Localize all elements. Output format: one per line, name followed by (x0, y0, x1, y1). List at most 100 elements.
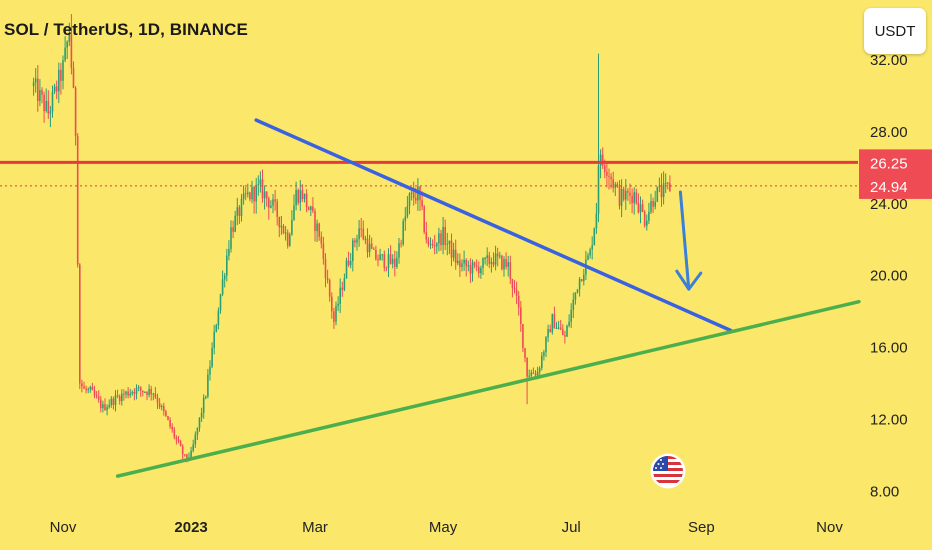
candle-body (473, 262, 476, 266)
candle-body (408, 193, 411, 207)
candle-body (335, 305, 337, 322)
candle-body (467, 265, 470, 267)
y-tick-label: 12.00 (870, 412, 908, 429)
candle-body (364, 238, 367, 240)
candle-body (49, 111, 52, 114)
candle-body (274, 199, 276, 202)
candle-body (511, 279, 514, 288)
candle-body (95, 395, 98, 397)
candle-body (297, 190, 299, 203)
candle-body (352, 240, 354, 262)
candle-body (85, 388, 87, 390)
candle-body (412, 192, 415, 199)
candle-body (654, 201, 656, 207)
candle-body (179, 441, 182, 447)
candle-body (167, 416, 169, 420)
candle-body (259, 179, 262, 185)
candle-body (501, 255, 503, 270)
candle-body (633, 192, 635, 204)
candle-body (373, 248, 375, 250)
candle-body (205, 396, 207, 398)
candle-body (597, 165, 600, 214)
candle-body (549, 329, 551, 333)
candle-body (47, 100, 50, 114)
candle-body (112, 398, 115, 405)
candle-body (629, 192, 631, 196)
candle-body (545, 337, 547, 353)
candle-body (305, 193, 308, 208)
candle-body (604, 165, 606, 173)
candle-body (587, 255, 589, 260)
candle-body (293, 205, 295, 221)
candle-body (568, 321, 570, 326)
candle-body (643, 211, 646, 226)
currency-button[interactable]: USDT (864, 8, 926, 54)
candle-body (236, 207, 239, 216)
candle-body (488, 255, 491, 264)
candle-body (43, 94, 45, 112)
candle-body (265, 191, 268, 199)
candle-body (415, 198, 417, 201)
candle-body (343, 278, 346, 290)
candle-body (448, 240, 451, 244)
candle-body (125, 391, 127, 395)
candle-body (494, 253, 497, 265)
candle-body (562, 329, 564, 336)
candle-body (160, 406, 163, 408)
down-arrow-icon[interactable] (678, 190, 691, 291)
candle-body (118, 396, 121, 402)
candle-body (263, 191, 266, 199)
candle-body (268, 198, 270, 208)
candle-body (547, 329, 549, 338)
candle-body (45, 100, 47, 112)
x-tick-label: Nov (816, 519, 843, 536)
candle-body (116, 395, 119, 397)
candle-body (200, 412, 203, 418)
candle-body (377, 259, 379, 261)
price-axis[interactable] (858, 0, 932, 550)
candle-body (217, 310, 220, 326)
candle-body (509, 262, 512, 280)
candle-body (169, 419, 171, 427)
candle-body (400, 243, 402, 245)
candle-body (110, 398, 113, 406)
candle-body (383, 254, 386, 268)
candle-body (41, 90, 43, 95)
candle-body (272, 199, 274, 206)
candle-body (427, 239, 430, 245)
descending-trendline[interactable] (254, 118, 733, 333)
candle-body (515, 289, 518, 296)
candle-body (316, 223, 318, 232)
candle-body (652, 200, 654, 207)
candle-body (425, 231, 428, 240)
candle-body (139, 387, 142, 391)
candle-body (391, 258, 394, 264)
candle-body (280, 225, 283, 228)
candle-body (452, 249, 455, 258)
candle-body (173, 429, 176, 437)
candle-body (421, 200, 423, 207)
candle-body (496, 253, 499, 257)
candle-body (482, 257, 484, 268)
candle-body (366, 238, 369, 253)
candle-body (637, 202, 640, 213)
candle-body (402, 221, 404, 245)
candle-body (362, 228, 365, 240)
candle-body (106, 407, 108, 411)
candle-body (574, 292, 577, 300)
candle-body (320, 236, 323, 244)
candle-body (328, 279, 331, 297)
candle-body (646, 220, 648, 226)
candle-body (423, 206, 425, 232)
price-label-text: 26.25 (870, 155, 908, 172)
candle-body (641, 204, 644, 212)
candle-body (211, 347, 213, 367)
us-flag-icon[interactable] (650, 453, 686, 489)
candle-body (608, 175, 610, 177)
ascending-trendline[interactable] (115, 299, 861, 478)
candle-body (221, 279, 224, 295)
candle-body (566, 325, 568, 337)
candle-body (137, 387, 140, 389)
